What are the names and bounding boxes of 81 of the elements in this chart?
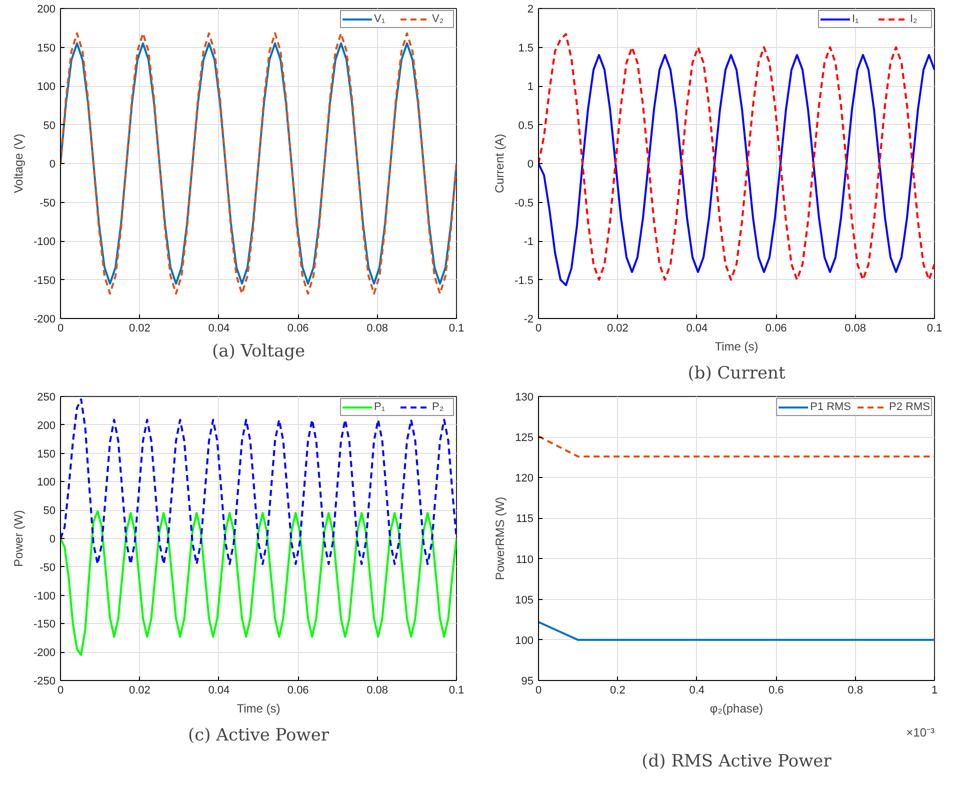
y-tick-label: -50 [40,197,56,210]
legend-label: P2 RMS [889,400,930,414]
y-tick-label: 200 [37,4,56,16]
y-tick-label: -50 [40,562,56,574]
y-axis-title: Voltage (V) [11,134,26,194]
y-tick-label: -2 [524,314,534,326]
x-tick-label: 0 [57,684,64,696]
x-tick-label: 0.04 [208,322,230,334]
y-tick-label: 115 [516,513,534,526]
y-tick-label: 0 [527,158,534,170]
x-tick-label: 0 [535,322,542,334]
legend-label: P₂ [432,400,445,414]
y-tick-label: 0 [49,158,56,170]
y-tick-label: -100 [33,236,56,248]
y-tick-label: 50 [43,120,56,132]
x-tick-label: 0.2 [610,684,626,696]
y-tick-label: 50 [43,505,56,518]
y-tick-label: 0.5 [518,120,534,132]
y-tick-label: 1.5 [518,42,534,54]
y-axis-title: Power (W) [11,510,26,567]
x-tick-label: 1 [931,684,938,696]
y-tick-label: -100 [33,590,56,602]
y-tick-label: 100 [515,634,534,647]
x-tick-label: 0.1 [448,684,464,696]
y-tick-label: 250 [37,392,56,404]
y-tick-label: 200 [37,420,56,432]
text: (b) Current [688,364,786,384]
x-tick-label: 0.02 [128,322,150,334]
y-tick-label: 120 [515,472,534,485]
legend-label: P₁ [374,400,386,414]
y-tick-label: -150 [33,618,56,631]
x-axis-title: Time (s) [236,702,280,716]
y-axis-title: Current (A) [492,134,507,194]
y-tick-label: -150 [33,274,56,287]
y-tick-label: -200 [33,314,56,326]
text: (c) Active Power [188,726,330,746]
y-tick-label: -250 [33,676,56,688]
x-tick-label: 0.8 [848,684,863,696]
y-axis-title: PowerRMS (W) [493,496,508,580]
y-tick-label: 1 [527,81,534,93]
y-tick-label: 105 [515,594,534,606]
y-tick-label: 130 [515,392,534,404]
y-tick-label: 2 [527,4,534,16]
y-tick-label: -1.5 [514,274,534,287]
x-axis-title: φ₂(phase) [710,702,764,716]
x-axis-title: Time (s) [714,340,758,354]
y-tick-label: -1 [524,236,534,248]
x-tick-label: 0.06 [287,684,309,696]
x-tick-label: 0.08 [844,322,866,334]
x-tick-label: 0.08 [366,322,388,334]
y-tick-label: 150 [37,42,56,54]
y-tick-label: 150 [37,448,56,460]
y-tick-label: -200 [33,647,56,660]
legend-label: I₁ [852,12,860,26]
legend-label: I₂ [910,12,918,26]
x-tick-label: 0.04 [208,684,230,696]
x-tick-label: 0.04 [686,322,708,334]
text: ×10⁻³ [906,726,935,740]
x-tick-label: 0.08 [366,684,388,696]
x-tick-label: 0 [57,322,64,334]
y-tick-label: -0.5 [514,197,534,210]
text: (d) RMS Active Power [642,752,832,772]
legend-label: P1 RMS [810,400,852,414]
x-tick-label: 0.06 [765,322,787,334]
y-tick-label: 95 [521,676,534,688]
x-tick-label: 0.06 [287,322,309,334]
y-tick-label: 125 [515,432,534,444]
text: (a) Voltage [212,342,306,362]
x-tick-label: 0.1 [926,322,942,334]
x-tick-label: 0.4 [689,684,705,696]
legend-label: V₁ [374,12,386,26]
x-tick-label: 0 [535,684,542,696]
y-tick-label: 100 [37,476,56,489]
y-tick-label: 0 [49,534,56,546]
legend-label: V₂ [432,12,445,26]
x-tick-label: 0.6 [768,684,784,696]
x-tick-label: 0.02 [606,322,628,334]
x-tick-label: 0.1 [448,322,464,334]
y-tick-label: 100 [37,81,56,93]
x-tick-label: 0.02 [128,684,150,696]
y-tick-label: 110 [516,554,534,566]
